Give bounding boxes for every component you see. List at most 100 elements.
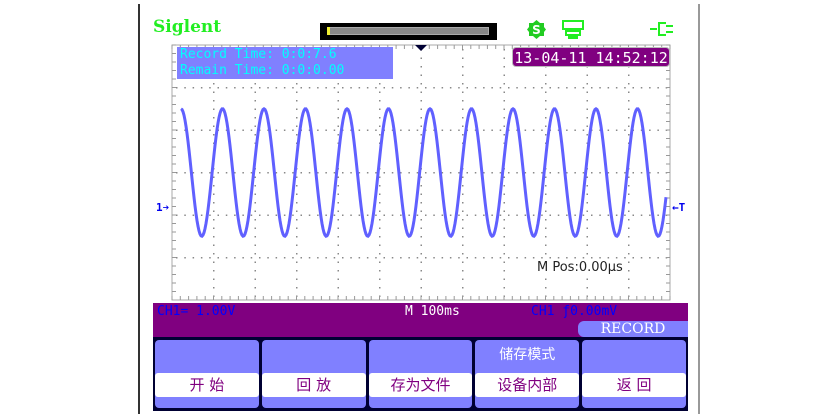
grid-dot [499, 129, 502, 131]
grid-dot [508, 257, 510, 259]
grid-dot [557, 87, 560, 89]
grid-dot [503, 287, 505, 289]
softkey-menu: 开 始 回 放 存为文件 储存模式 设备内部 返 回 [153, 337, 688, 411]
grid-dot [213, 287, 215, 289]
grid-dot [296, 202, 298, 204]
m-pos-readout: M Pos:0.00μs [537, 260, 623, 275]
grid-dot [325, 214, 327, 216]
grid-dot [420, 100, 422, 102]
grid-dot [462, 176, 464, 178]
grid-dot [628, 134, 630, 136]
grid-dot [254, 125, 256, 127]
grid-dot [624, 87, 626, 89]
grid-dot [503, 57, 505, 59]
grid-dot [433, 129, 435, 131]
grid-dot [524, 172, 527, 174]
grid-dot [491, 214, 493, 216]
grid-dot [292, 129, 294, 131]
softkey-storage-mode[interactable]: 储存模式 设备内部 [475, 340, 580, 408]
grid-dot [337, 134, 339, 136]
grid-dot [342, 172, 344, 174]
remain-time: Remain Time: 0:0:0.00 [180, 63, 345, 78]
grid-dot [259, 87, 261, 89]
grid-dot [379, 227, 381, 229]
grid-dot [217, 87, 219, 89]
grid-dot [503, 219, 505, 221]
grid-dot [184, 172, 186, 174]
grid-dot [325, 257, 327, 259]
grid-dot [462, 261, 464, 263]
grid-dot [649, 257, 651, 259]
grid-dot [628, 193, 630, 195]
grid-dot [545, 278, 547, 280]
grid-dot [628, 210, 630, 212]
grid-dot [524, 129, 527, 131]
grid-dot [337, 227, 339, 229]
grid-dot [462, 74, 464, 76]
grid-dot [474, 129, 477, 131]
softkey-save-as-file[interactable]: 存为文件 [368, 340, 473, 408]
grid-dot [566, 87, 568, 89]
grid-dot [420, 236, 422, 238]
grid-dot [458, 214, 460, 216]
grid-dot [350, 87, 352, 89]
trigger-level-marker[interactable]: ←T [672, 201, 686, 214]
grid-dot [379, 253, 381, 255]
grid-dot [503, 66, 505, 68]
grid-dot [462, 236, 464, 238]
softkey-start[interactable]: 开 始 [155, 340, 259, 408]
softkey-playback[interactable]: 回 放 [261, 340, 366, 408]
grid-dot [391, 129, 394, 131]
grid-dot [499, 257, 502, 259]
grid-dot [462, 219, 464, 221]
record-time: Record Time: 0:0:7.6 [180, 47, 337, 62]
status-bar: CH1= 1.00V M 100ms CH1 ƒ0.00mV RECORD [153, 303, 688, 337]
grid-dot [366, 214, 369, 216]
grid-dot [449, 129, 452, 131]
grid-dot [296, 117, 298, 119]
grid-dot [420, 57, 422, 59]
grid-dot [213, 142, 215, 144]
grid-dot [420, 261, 422, 263]
grid-dot [582, 87, 585, 89]
grid-dot [599, 87, 601, 89]
grid-dot [582, 257, 585, 259]
grid-dot [466, 87, 468, 89]
grid-dot [379, 108, 381, 110]
grid-dot [503, 185, 505, 187]
grid-dot [545, 227, 547, 229]
grid-dot [462, 142, 464, 144]
grid-dot [234, 129, 236, 131]
grid-dot [350, 257, 352, 259]
grid-dot [379, 185, 381, 187]
grid-dot [254, 227, 256, 229]
grid-dot [337, 219, 339, 221]
grid-dot [296, 227, 298, 229]
mode-label: RECORD [578, 321, 688, 337]
grid-dot [545, 100, 547, 102]
softkey-back[interactable]: 返 回 [582, 340, 686, 408]
grid-dot [574, 172, 576, 174]
grid-dot [433, 172, 435, 174]
grid-dot [628, 236, 630, 238]
grid-dot [425, 257, 427, 259]
scope-frame [138, 4, 700, 414]
grid-dot [449, 172, 452, 174]
grid-dot [209, 129, 211, 131]
grid-dot [283, 257, 286, 259]
grid-dot [213, 185, 215, 187]
grid-dot [532, 214, 535, 216]
grid-dot [234, 87, 236, 89]
grid-dot [296, 185, 298, 187]
grid-dot [391, 214, 394, 216]
grid-dot [516, 129, 518, 131]
channel-1-marker[interactable]: 1➔ [156, 201, 170, 214]
grid-dot [213, 125, 215, 127]
grid-dot [420, 108, 422, 110]
grid-dot [325, 87, 327, 89]
grid-dot [213, 261, 215, 263]
grid-dot [549, 87, 551, 89]
grid-dot [586, 210, 588, 212]
grid-dot [541, 87, 543, 89]
trigger-position-marker[interactable] [415, 45, 427, 51]
